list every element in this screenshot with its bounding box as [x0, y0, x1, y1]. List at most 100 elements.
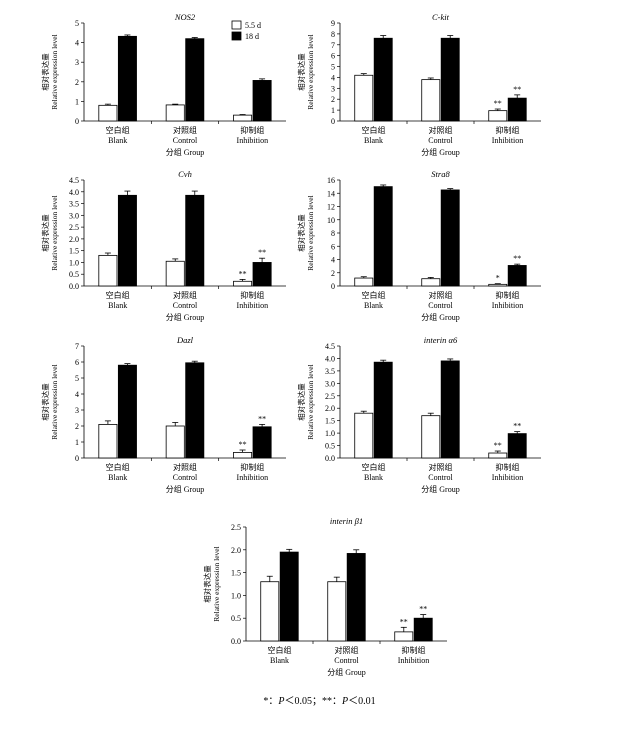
bar — [233, 114, 253, 122]
x-tick-label-en: Control — [428, 136, 453, 145]
y-axis-label-cn: 相对表达量 — [296, 214, 306, 252]
chart-title: C-kit — [432, 12, 450, 22]
x-tick-label-cn: 对照组 — [173, 462, 197, 472]
y-axis-label-en: Relative expression level — [306, 195, 315, 270]
bar — [165, 260, 185, 287]
y-axis-label-cn: 相对表达量 — [40, 214, 50, 252]
bar — [252, 80, 272, 122]
significance-label: ** — [513, 85, 521, 94]
significance-label: ** — [400, 617, 408, 626]
y-tick-label: 3.5 — [69, 200, 79, 209]
x-tick-label-en: Inhibition — [237, 301, 269, 310]
y-tick-label: 4 — [331, 256, 335, 265]
y-axis-label-cn: 相对表达量 — [296, 53, 306, 91]
bar — [488, 452, 508, 459]
x-tick-label-en: Blank — [364, 136, 383, 145]
legend-swatch — [231, 31, 242, 41]
y-tick-label: 2.0 — [231, 546, 241, 555]
footnote-p2: P — [342, 696, 349, 707]
bar — [413, 617, 433, 642]
significance-label: ** — [513, 254, 521, 263]
bar — [185, 194, 205, 287]
bar — [117, 364, 137, 459]
y-tick-label: 0.5 — [325, 442, 335, 451]
x-tick-label-cn: 抑制组 — [496, 462, 520, 472]
x-tick-label-en: Inhibition — [492, 136, 524, 145]
x-axis-label: 分组 Group — [166, 147, 204, 157]
y-tick-label: 1.5 — [231, 569, 241, 578]
y-tick-label: 7 — [75, 342, 79, 351]
y-tick-label: 2 — [75, 78, 79, 87]
y-tick-label: 2.5 — [325, 392, 335, 401]
y-tick-label: 2.5 — [69, 223, 79, 232]
significance-label: ** — [513, 422, 521, 431]
y-tick-label: 0 — [75, 117, 79, 126]
bar — [488, 283, 508, 287]
footnote-sym2: **： — [322, 696, 342, 707]
x-tick-label-en: Control — [428, 473, 453, 482]
y-tick-label: 1 — [75, 438, 79, 447]
bar — [440, 189, 460, 287]
x-tick-label-cn: 空白组 — [268, 645, 292, 655]
bar — [346, 553, 366, 642]
legend: 5.5 d 18 d — [231, 20, 261, 41]
y-tick-label: 9 — [331, 19, 335, 28]
bar — [354, 277, 374, 287]
y-axis-label-cn: 相对表达量 — [40, 383, 50, 421]
y-tick-label: 0.0 — [231, 637, 241, 646]
y-tick-label: 12 — [327, 203, 335, 212]
y-tick-label: 0 — [331, 117, 335, 126]
x-tick-label-en: Control — [173, 301, 198, 310]
x-tick-label-en: Inhibition — [492, 301, 524, 310]
y-tick-label: 5 — [331, 63, 335, 72]
x-tick-label-en: Control — [173, 136, 198, 145]
y-axis-label-en: Relative expression level — [306, 34, 315, 109]
significance-label: ** — [258, 248, 266, 257]
x-tick-label-en: Blank — [108, 473, 127, 482]
bar — [354, 74, 374, 122]
bar — [421, 278, 441, 287]
bar — [98, 423, 118, 459]
bar — [165, 104, 185, 122]
y-tick-label: 1.0 — [325, 429, 335, 438]
bar — [394, 631, 414, 642]
chart-panel-4: 0246810121416空白组Blank对照组Control***抑制组Inh… — [296, 169, 541, 322]
y-tick-label: 3.0 — [69, 211, 79, 220]
y-axis-label-cn: 相对表达量 — [202, 565, 212, 603]
x-tick-label-en: Inhibition — [492, 473, 524, 482]
significance-label: ** — [239, 440, 247, 449]
y-tick-label: 4 — [75, 390, 79, 399]
x-tick-label-cn: 抑制组 — [240, 290, 264, 300]
y-tick-label: 2.0 — [325, 404, 335, 413]
y-tick-label: 0.5 — [69, 270, 79, 279]
bar — [507, 433, 527, 459]
y-axis-label-cn: 相对表达量 — [40, 53, 50, 91]
y-tick-label: 16 — [327, 176, 335, 185]
footnote-p1: P — [278, 696, 285, 707]
x-tick-label-cn: 对照组 — [173, 125, 197, 135]
x-tick-label-en: Inhibition — [398, 656, 430, 665]
x-tick-label-cn: 抑制组 — [402, 645, 426, 655]
x-tick-label-cn: 对照组 — [335, 645, 359, 655]
chart-title: interin α6 — [424, 335, 458, 345]
x-tick-label-en: Inhibition — [237, 473, 269, 482]
y-tick-label: 3.0 — [325, 379, 335, 388]
y-tick-label: 6 — [75, 358, 79, 367]
bar — [327, 581, 347, 642]
y-tick-label: 2 — [331, 269, 335, 278]
legend-swatch — [231, 20, 242, 30]
significance-label: ** — [239, 269, 247, 278]
x-axis-label: 分组 Group — [421, 484, 459, 494]
x-tick-label-en: Control — [428, 301, 453, 310]
bar — [117, 35, 137, 122]
y-tick-label: 2 — [331, 95, 335, 104]
y-tick-label: 1 — [331, 106, 335, 115]
x-axis-label: 分组 Group — [166, 312, 204, 322]
y-tick-label: 0.0 — [69, 282, 79, 291]
y-tick-label: 0 — [331, 282, 335, 291]
significance-label: ** — [419, 605, 427, 614]
y-tick-label: 4.0 — [69, 188, 79, 197]
